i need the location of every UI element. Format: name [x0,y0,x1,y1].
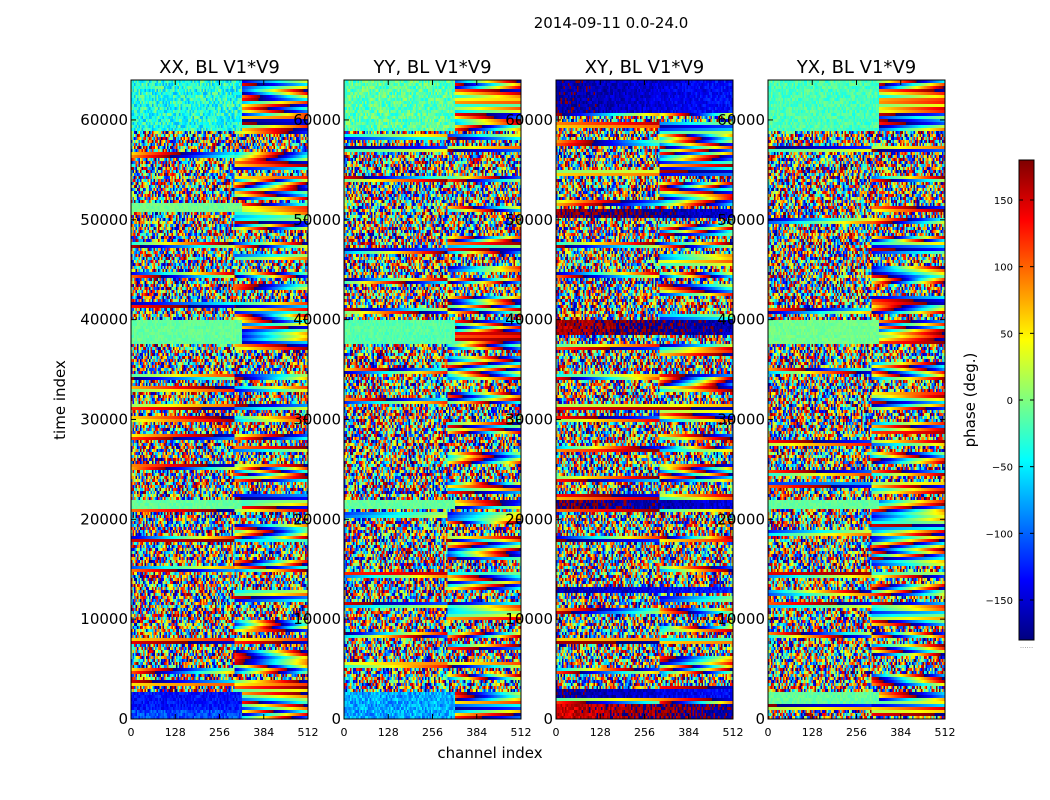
panel-2: XY, BL V1*V9 0 128 256 384 512 0 10000 20000 3000… [505,57,743,739]
x-tick-label: 384 [253,726,274,739]
x-tick-label: 512 [511,726,532,739]
x-tick-label: 256 [209,726,230,739]
y-tick-label: 30000 [80,410,128,428]
colorbar-tick-label: −100 [986,529,1013,540]
y-tick-label: 60000 [80,111,128,129]
x-tick-label: 0 [341,726,348,739]
y-tick-label: 20000 [717,510,765,528]
colorbar-tick-label: −150 [986,596,1013,607]
y-tick-label: 40000 [717,311,765,329]
colorbar-tick-label: −50 [992,463,1013,474]
panels: XX, BL V1*V9 0 128 256 384 512 0 10000 20000 3000… [80,57,955,739]
x-tick-label: 256 [634,726,655,739]
y-tick-label: 20000 [505,510,553,528]
x-tick-label: 128 [802,726,823,739]
y-tick-label: 0 [755,710,765,728]
x-tick-label: 512 [723,726,744,739]
x-tick-label: 0 [128,726,135,739]
y-tick-label: 60000 [505,111,553,129]
panel-title: YX, BL V1*V9 [796,57,916,78]
y-tick-label: 20000 [80,510,128,528]
colorbar-label: phase (deg.) [961,353,979,448]
figure-title: 2014-09-11 0.0-24.0 [534,14,689,32]
x-tick-label: 384 [890,726,911,739]
x-tick-label: 0 [553,726,560,739]
panel-1: YY, BL V1*V9 0 128 256 384 512 0 10000 20000 3000… [293,57,531,739]
panel-title: XY, BL V1*V9 [585,57,704,78]
y-tick-label: 10000 [80,610,128,628]
heatmap-image [768,80,945,719]
colorbar-tick-label: 0 [1007,396,1013,407]
y-tick-label: 60000 [293,111,341,129]
y-tick-label: 20000 [293,510,341,528]
colorbar-ellipsis: ...... [1020,642,1033,650]
colorbar-tick-label: 150 [994,196,1013,207]
x-tick-label: 128 [165,726,186,739]
y-tick-label: 60000 [717,111,765,129]
y-tick-label: 30000 [505,410,553,428]
x-tick-label: 256 [422,726,443,739]
panel-0: XX, BL V1*V9 0 128 256 384 512 0 10000 20000 3000… [80,57,318,739]
y-tick-label: 50000 [293,211,341,229]
x-tick-label: 512 [935,726,956,739]
x-axis-label: channel index [437,744,542,762]
y-tick-label: 50000 [717,211,765,229]
y-tick-label: 40000 [80,311,128,329]
x-tick-label: 384 [466,726,487,739]
y-axis-label: time index [51,360,69,440]
panel-title: XX, BL V1*V9 [159,57,280,78]
colorbar-tick-label: 100 [994,263,1013,274]
panel-3: YX, BL V1*V9 0 128 256 384 512 0 10000 20000 3000… [717,57,955,739]
y-tick-label: 40000 [505,311,553,329]
heatmap-image [131,80,308,719]
x-tick-label: 128 [590,726,611,739]
heatmap-image [556,80,733,719]
colorbar: 150 100 50 0 −50 −100 −150...... [986,159,1035,650]
y-tick-label: 0 [118,710,128,728]
x-tick-label: 0 [765,726,772,739]
y-tick-label: 40000 [293,311,341,329]
y-tick-label: 10000 [505,610,553,628]
heatmap-image [344,80,521,719]
y-tick-label: 30000 [293,410,341,428]
panel-title: YY, BL V1*V9 [372,57,491,78]
y-tick-label: 50000 [505,211,553,229]
y-tick-label: 0 [331,710,341,728]
y-tick-label: 0 [543,710,553,728]
y-tick-label: 50000 [80,211,128,229]
y-tick-label: 10000 [717,610,765,628]
y-tick-label: 10000 [293,610,341,628]
x-tick-label: 512 [298,726,319,739]
x-tick-label: 256 [846,726,867,739]
colorbar-tick-label: 50 [1000,329,1013,340]
y-tick-label: 30000 [717,410,765,428]
x-tick-label: 128 [378,726,399,739]
x-tick-label: 384 [678,726,699,739]
